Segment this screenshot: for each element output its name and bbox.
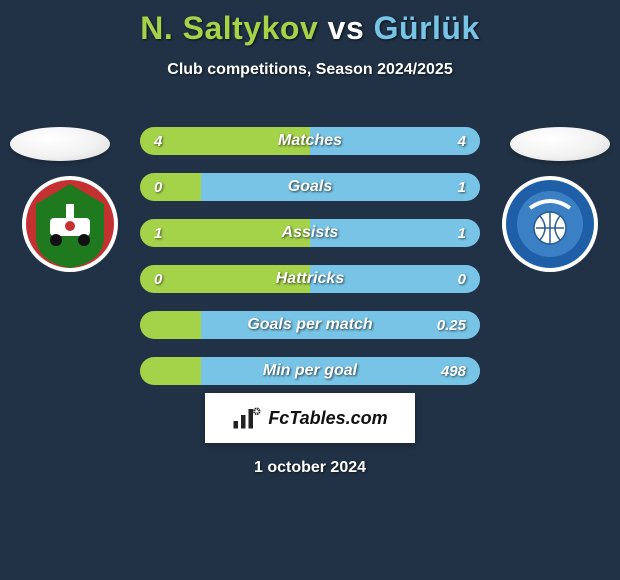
bar-fill-right: [201, 357, 480, 385]
bar-fill-left: [140, 265, 310, 293]
club-badge-right: [500, 174, 600, 274]
comparison-card: N. Saltykov vs Gürlük Club competitions,…: [0, 0, 620, 580]
player-photo-left: [10, 127, 110, 161]
orenburg-badge-icon: [500, 174, 600, 274]
title-vs: vs: [328, 10, 365, 46]
stat-bar: Goals per match0.25: [140, 311, 480, 339]
stat-bar: Assists11: [140, 219, 480, 247]
bar-fill-right: [310, 127, 480, 155]
watermark-text: FcTables.com: [268, 408, 387, 429]
date-text: 1 october 2024: [0, 459, 620, 477]
bar-fill-right: [310, 219, 480, 247]
bar-fill-left: [140, 311, 201, 339]
bar-fill-left: [140, 357, 201, 385]
stat-bar: Min per goal498: [140, 357, 480, 385]
bar-fill-right: [310, 265, 480, 293]
stat-bars: Matches44 Goals01 Assists11 Hattricks00 Goal…: [140, 127, 480, 403]
bar-fill-right: [201, 311, 480, 339]
subtitle: Club competitions, Season 2024/2025: [0, 61, 620, 79]
chart-area: Matches44 Goals01 Assists11 Hattricks00 Goal…: [0, 109, 620, 379]
stat-bar: Goals01: [140, 173, 480, 201]
lokomotiv-badge-icon: [20, 174, 120, 274]
title-right-player: Gürlük: [374, 10, 480, 46]
page-title: N. Saltykov vs Gürlük: [0, 0, 620, 47]
title-left-player: N. Saltykov: [140, 10, 318, 46]
stat-bar: Matches44: [140, 127, 480, 155]
fctables-logo-icon: [232, 406, 262, 430]
club-badge-left: [20, 174, 120, 274]
bar-fill-left: [140, 127, 310, 155]
bar-fill-left: [140, 173, 201, 201]
bar-fill-right: [201, 173, 480, 201]
bar-fill-left: [140, 219, 310, 247]
player-photo-right: [510, 127, 610, 161]
stat-bar: Hattricks00: [140, 265, 480, 293]
